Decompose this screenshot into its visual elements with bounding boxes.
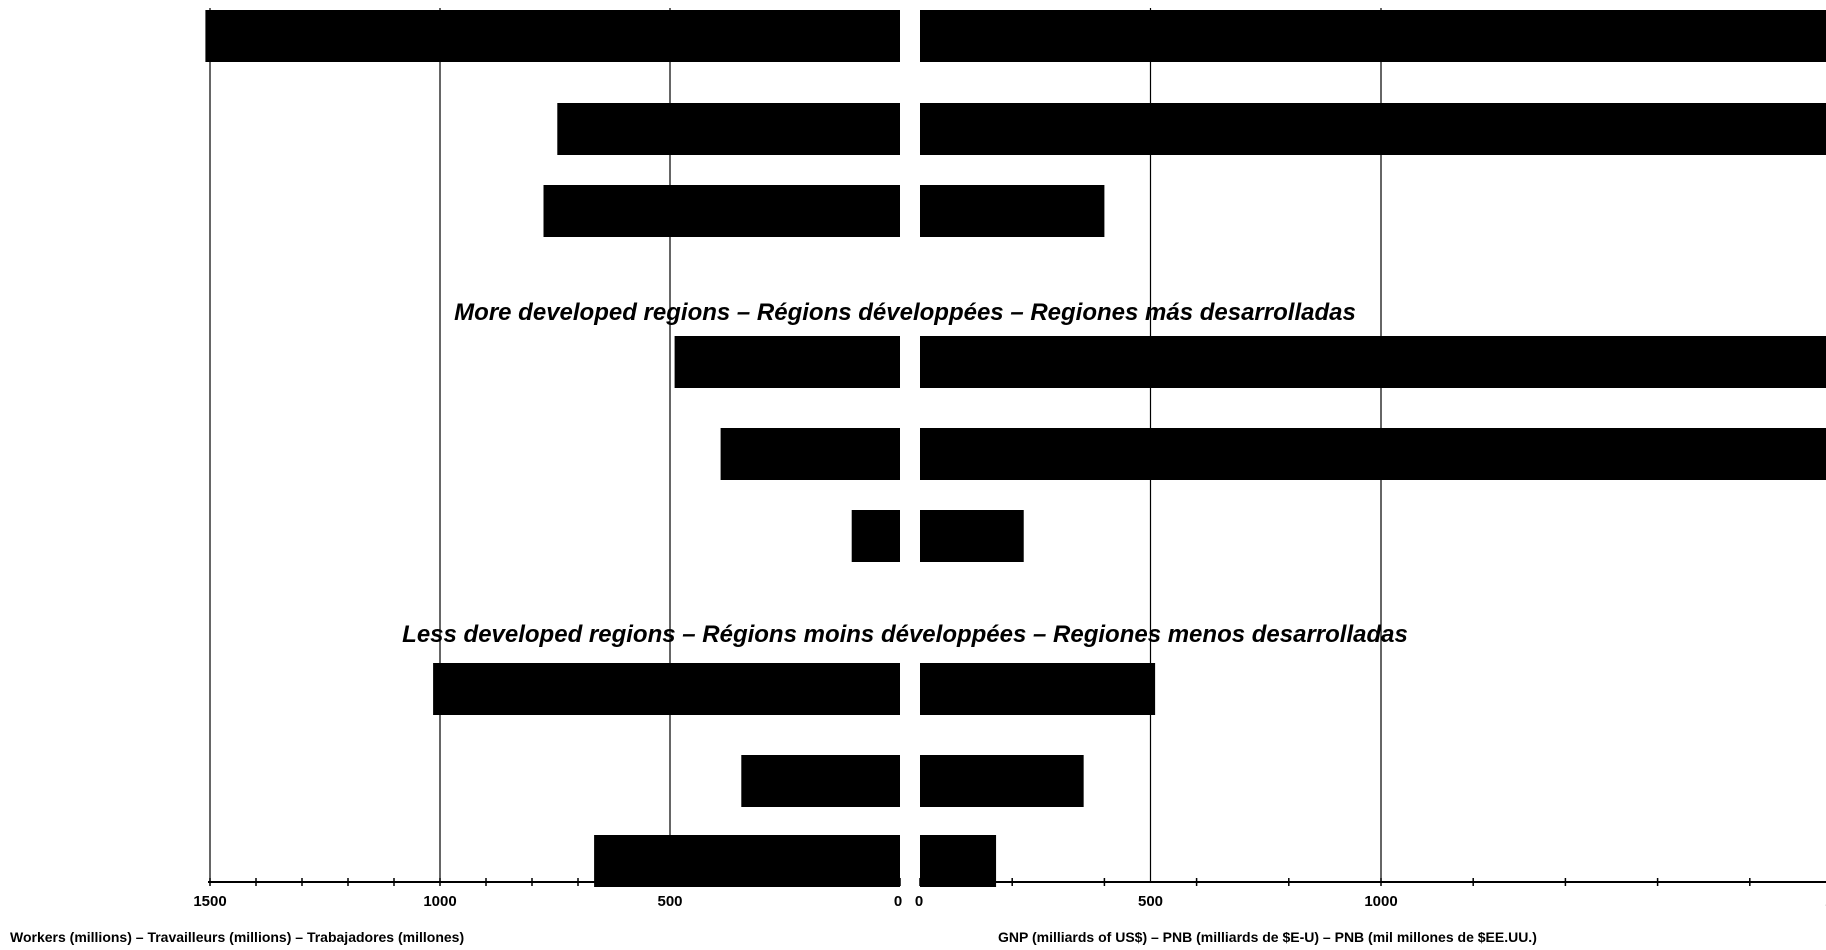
gnp-bar-6 [920, 510, 1024, 562]
gnp-tick-label: 500 [1138, 893, 1163, 910]
gnp-bar-9 [920, 835, 997, 887]
gnp-bar-8 [920, 755, 1084, 807]
gnp-bar-5 [920, 428, 1826, 480]
workers-bar-8 [741, 755, 900, 807]
gnp-tick-label: 0 [915, 893, 923, 910]
workers-bar-1 [205, 10, 900, 62]
tick-labels: 1500100050000500100020003000 [193, 893, 1826, 910]
workers-bar-3 [543, 185, 900, 237]
workers-bar-4 [674, 336, 900, 388]
left-axis-label: Workers (millions) – Travailleurs (milli… [10, 929, 464, 945]
workers-bars [205, 10, 900, 887]
workers-bar-7 [433, 663, 900, 715]
workers-bar-9 [594, 835, 900, 887]
workers-tick-label: 0 [894, 893, 902, 910]
gnp-bars [920, 10, 1826, 887]
workers-tick-label: 1500 [193, 893, 226, 910]
right-axis-label: GNP (milliards of US$) – PNB (milliards … [998, 929, 1537, 945]
workers-bar-2 [557, 103, 900, 155]
workers-bar-5 [720, 428, 900, 480]
workers-tick-label: 1000 [423, 893, 456, 910]
gnp-bar-4 [920, 336, 1826, 388]
workers-bar-6 [851, 510, 900, 562]
axes [208, 878, 1826, 886]
gnp-tick-label: 1000 [1364, 893, 1397, 910]
group-label-more-developed: More developed regions – Régions dévelop… [454, 299, 1356, 326]
group-label-less-developed: Less developed regions – Régions moins d… [402, 621, 1408, 648]
gnp-bar-3 [920, 185, 1105, 237]
gnp-bar-7 [920, 663, 1156, 715]
gnp-bar-2 [920, 103, 1826, 155]
gnp-bar-1 [920, 10, 1826, 62]
workers-tick-label: 500 [657, 893, 682, 910]
